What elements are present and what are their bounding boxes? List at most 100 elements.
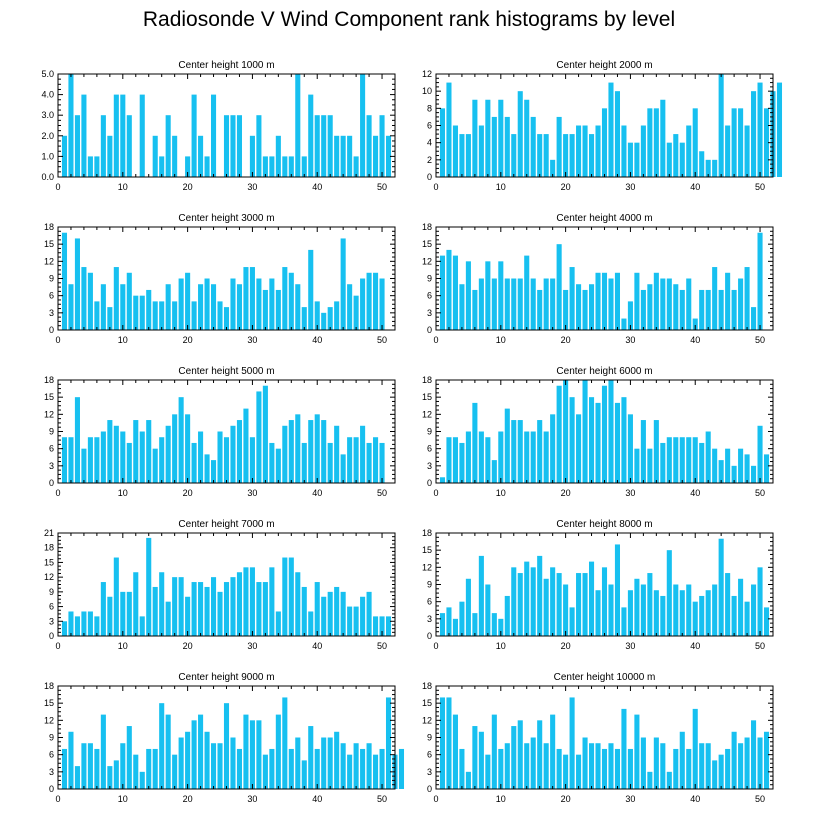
bar — [751, 720, 757, 789]
bar — [666, 771, 672, 789]
bar — [757, 567, 763, 636]
bar — [321, 596, 327, 636]
bar — [236, 115, 243, 177]
bar — [379, 616, 385, 636]
bar — [327, 442, 333, 483]
y-tick-label: 2.0 — [41, 131, 54, 141]
panel-title: Center height 3000 m — [178, 213, 274, 224]
bar — [718, 538, 724, 636]
bar — [692, 108, 698, 177]
bar — [608, 82, 614, 177]
bar — [256, 278, 262, 330]
y-tick-label: 9 — [49, 274, 54, 284]
bar — [308, 611, 314, 636]
bar — [172, 414, 178, 483]
histogram-panel-9: Center height 10000 m 0 3 6 9 12 15 18 0 10 20 30 40… — [422, 672, 774, 804]
bar — [692, 318, 698, 330]
bar — [679, 731, 685, 789]
bar — [385, 135, 392, 177]
bar — [334, 425, 340, 483]
bar — [353, 156, 359, 177]
y-tick-label: 12 — [422, 409, 432, 419]
x-tick-label: 40 — [690, 794, 700, 804]
bar — [282, 425, 288, 483]
bar — [360, 596, 366, 636]
bar — [100, 582, 106, 636]
bar — [517, 420, 523, 483]
bar — [282, 697, 288, 789]
x-tick-label: 50 — [377, 335, 387, 345]
bar — [327, 307, 333, 330]
bar — [178, 737, 184, 789]
x-tick-label: 10 — [496, 641, 506, 651]
y-tick-label: 9 — [49, 587, 54, 597]
bar — [718, 460, 724, 483]
x-tick-label: 30 — [247, 488, 257, 498]
bar — [647, 573, 653, 636]
bar — [146, 420, 152, 483]
bar — [249, 267, 255, 330]
bar — [524, 743, 530, 789]
bar — [204, 278, 210, 330]
y-tick-label: 1.0 — [41, 151, 54, 161]
bar — [172, 577, 178, 636]
y-tick-label: 18 — [422, 681, 432, 691]
bar — [543, 134, 549, 177]
bar — [595, 743, 601, 789]
bar — [452, 714, 458, 789]
bar — [133, 295, 139, 330]
x-tick-label: 30 — [247, 794, 257, 804]
x-tick-label: 0 — [433, 641, 438, 651]
bar — [74, 397, 80, 483]
bar — [660, 595, 666, 636]
x-tick-label: 10 — [118, 335, 128, 345]
bar — [152, 301, 158, 330]
bar — [498, 618, 504, 636]
x-tick-label: 20 — [183, 182, 193, 192]
bar — [340, 454, 346, 483]
bar — [530, 737, 536, 789]
x-tick-label: 40 — [312, 794, 322, 804]
bar — [243, 714, 249, 789]
panel-title: Center height 4000 m — [556, 213, 652, 224]
bar — [94, 156, 100, 177]
bar — [366, 743, 372, 789]
bar — [731, 465, 737, 483]
bar — [465, 431, 471, 483]
bar — [159, 156, 165, 177]
bar — [459, 601, 465, 636]
x-tick-label: 50 — [377, 488, 387, 498]
bar — [634, 142, 640, 177]
bar — [738, 448, 744, 483]
bar — [373, 272, 379, 330]
bar — [666, 437, 672, 483]
histogram-panel-0: Center height 1000 m 0.0 1.0 2.0 3.0 4.0 5.0 0 1… — [41, 60, 396, 192]
bar — [191, 582, 197, 636]
x-tick-label: 0 — [55, 182, 60, 192]
bar — [198, 284, 204, 330]
bar — [712, 159, 718, 177]
bar — [569, 397, 575, 483]
bar — [763, 607, 770, 636]
panel-title: Center height 8000 m — [556, 519, 652, 530]
y-tick-label: 15 — [44, 392, 54, 402]
bar — [327, 591, 333, 636]
bar — [314, 301, 320, 330]
bar — [314, 582, 320, 636]
y-tick-label: 18 — [44, 222, 54, 232]
bar — [640, 125, 646, 177]
bar — [366, 272, 372, 330]
bar — [478, 431, 484, 483]
y-tick-label: 12 — [44, 715, 54, 725]
bar — [660, 99, 666, 177]
bar — [731, 289, 737, 330]
bar — [705, 743, 711, 789]
y-tick-label: 0 — [427, 631, 432, 641]
bar — [588, 743, 595, 789]
bar — [133, 572, 139, 636]
bar — [744, 125, 750, 177]
bar — [452, 125, 458, 177]
bar — [223, 437, 230, 483]
y-tick-label: 18 — [422, 375, 432, 385]
bar — [288, 420, 294, 483]
